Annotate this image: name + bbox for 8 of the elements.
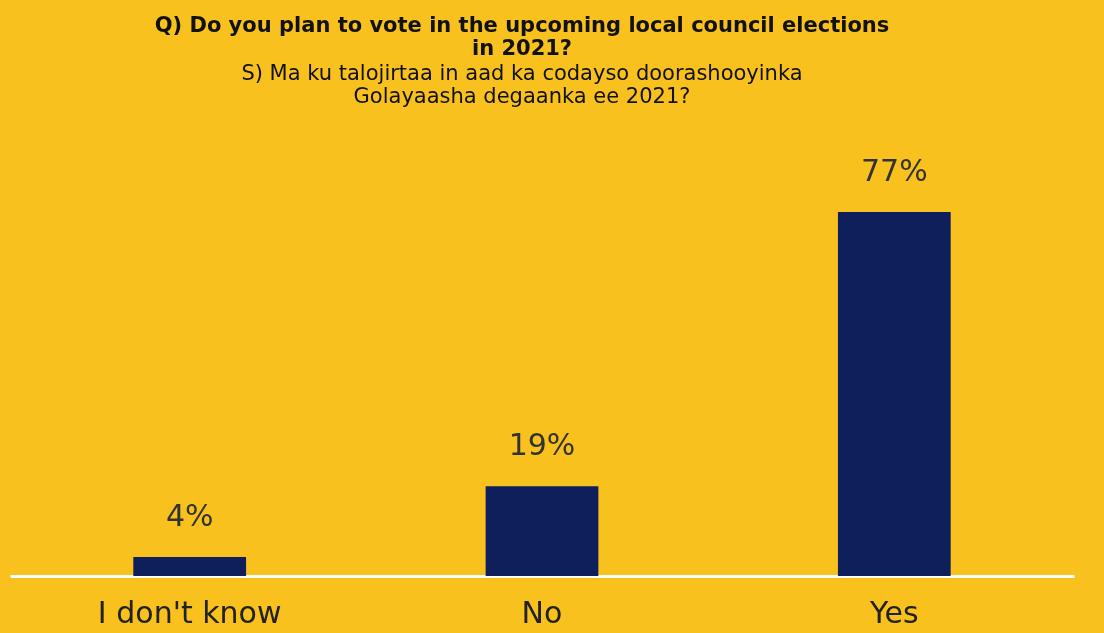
x-tick-label: No bbox=[521, 594, 563, 630]
x-tick-label: I don't know bbox=[97, 594, 282, 630]
x-tick-label: Yes bbox=[869, 594, 919, 630]
chart-title: Q) Do you plan to vote in the upcoming local council elections in 2021? bbox=[154, 13, 890, 60]
data-label: 4% bbox=[165, 498, 214, 534]
data-label: 77% bbox=[860, 153, 928, 188]
data-label: 19% bbox=[508, 427, 576, 463]
chart-subtitle: S) Ma ku talojirtaa in aad ka codayso doorashooyinka Golayaasha degaanka ee 2021? bbox=[241, 61, 803, 108]
